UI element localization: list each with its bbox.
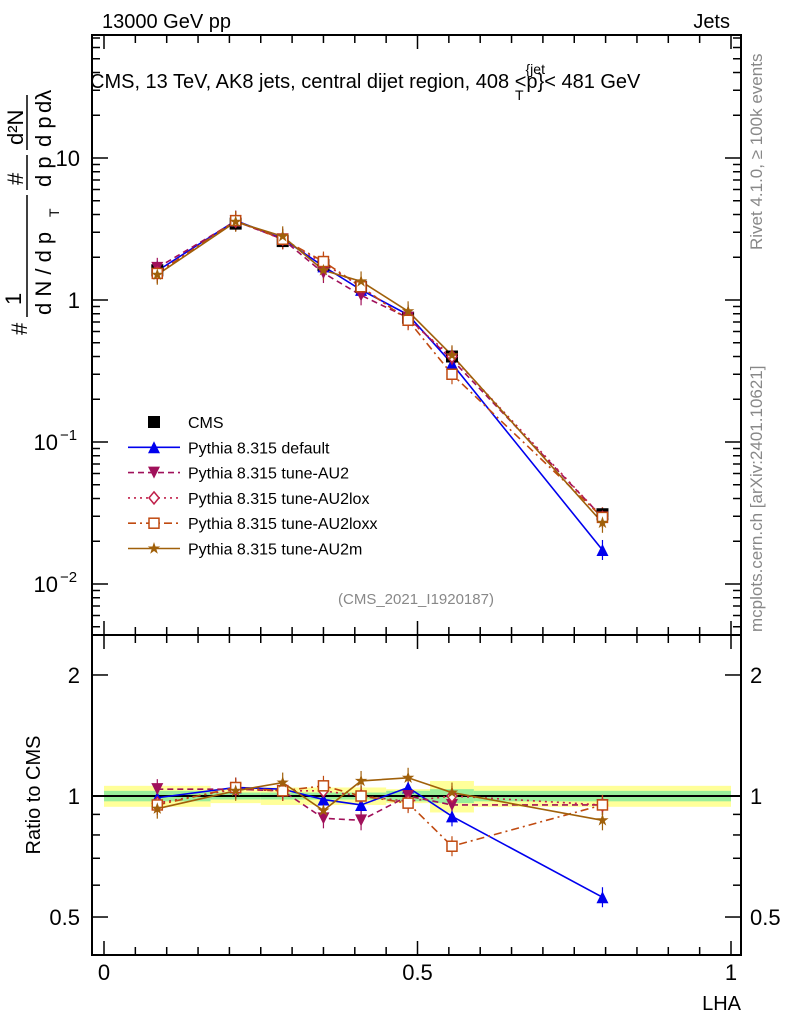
marker-au2-ratio [355, 814, 368, 827]
legend-marker [148, 441, 160, 454]
legend-label: Pythia 8.315 tune-AU2loxx [188, 516, 377, 533]
plot-title: CMS, 13 TeV, AK8 jets, central dijet reg… [90, 61, 641, 103]
x-axis-title: LHA [702, 993, 742, 1015]
header-right: Jets [693, 11, 730, 33]
legend-label: Pythia 8.315 tune-AU2lox [188, 491, 369, 508]
rivet-version-label: Rivet 4.1.0, ≥ 100k events [747, 54, 766, 250]
marker-au2m-main [151, 268, 164, 280]
analysis-id: (CMS_2021_I1920187) [338, 591, 494, 608]
marker-au2m-ratio [317, 804, 330, 816]
marker-au2m-ratio [276, 776, 289, 788]
marker-au2m-main [276, 229, 289, 242]
y-tick-label: 10 [34, 430, 58, 455]
legend-marker [148, 416, 160, 428]
legend-label: Pythia 8.315 tune-AU2 [188, 466, 349, 483]
legend-marker [148, 490, 160, 506]
legend-item: Pythia 8.315 tune-AU2 [128, 466, 349, 483]
ratio-frame [91, 634, 742, 956]
marker-au2m-main [445, 348, 459, 361]
marker-default-ratio [445, 810, 458, 823]
marker-au2m-ratio [151, 802, 164, 814]
y-tick-label: 10 [56, 146, 80, 171]
marker-au2loxx-ratio [276, 785, 289, 797]
marker-au2loxx-ratio [355, 790, 367, 802]
y-tick-label: 10 [34, 572, 58, 597]
legend-marker [147, 542, 161, 554]
legend-item: Pythia 8.315 tune-AU2lox [128, 490, 369, 508]
svg-text:#: # [7, 322, 32, 335]
series-line-au2m-main [156, 220, 604, 524]
legend-marker [148, 466, 160, 479]
y-axis-title: # 1 d N / d p T # d p d²N d p dλ [1, 90, 62, 335]
marker-au2-ratio [445, 798, 458, 811]
marker-default-ratio [596, 891, 609, 904]
svg-text:d p: d p [31, 156, 56, 187]
legend-item: Pythia 8.315 default [128, 440, 330, 457]
series-line-au2lox-ratio [157, 788, 603, 806]
x-tick-label: 1 [725, 960, 737, 985]
marker-au2m-ratio [354, 774, 368, 787]
marker-default-ratio [355, 798, 368, 811]
svg-text:d N / d p: d N / d p [31, 232, 56, 315]
legend-label: Pythia 8.315 default [188, 440, 330, 457]
legend: CMS Pythia 8.315 default Pythia 8.315 tune… [128, 415, 377, 559]
series-line-au2loxx-ratio [157, 785, 603, 848]
marker-au2loxx-ratio [596, 799, 609, 811]
legend-marker [148, 517, 160, 529]
ratio-y-axis-title: Ratio to CMS [23, 736, 45, 855]
marker-au2loxx-ratio [446, 840, 458, 852]
ratio-y-tick-label: 2 [68, 663, 80, 688]
y-tick-exponent: −2 [60, 569, 77, 586]
marker-au2loxx-ratio [402, 797, 414, 809]
axis-ticks [92, 35, 741, 955]
svg-text:d²N: d²N [3, 110, 28, 145]
marker-au2m-main [596, 516, 609, 529]
svg-text:#: # [3, 172, 28, 185]
marker-au2m-ratio [401, 771, 415, 783]
marker-au2m-main [354, 274, 368, 287]
series-line-au2m-ratio [157, 776, 603, 822]
marker-au2m-main [401, 304, 415, 317]
marker-au2-ratio [151, 783, 164, 796]
marker-au2m-ratio [596, 813, 609, 826]
marker-au2loxx-ratio [317, 780, 330, 792]
marker-default-ratio [317, 793, 330, 806]
x-tick-label: 0 [98, 960, 110, 985]
legend-label: Pythia 8.315 tune-AU2m [188, 542, 362, 559]
header-left: 13000 GeV pp [102, 11, 231, 33]
marker-au2loxx-main [402, 314, 414, 327]
mcplots-label: mcplots.cern.ch [arXiv:2401.10621] [747, 366, 766, 632]
svg-text:dλ: dλ [31, 90, 56, 113]
y-tick-exponent: −1 [60, 427, 77, 444]
ratio-y-tick-label: 0.5 [49, 905, 80, 930]
svg-text:T: T [46, 208, 62, 217]
series-line-au2-main [156, 220, 604, 518]
legend-item: Pythia 8.315 tune-AU2m [128, 542, 362, 559]
marker-au2m-main [317, 263, 330, 276]
marker-au2m-main [229, 215, 242, 228]
marker-au2m-ratio [229, 784, 242, 797]
ratio-y-tick-label-right: 0.5 [750, 905, 781, 930]
legend-item: Pythia 8.315 tune-AU2loxx [128, 516, 377, 533]
svg-text:1: 1 [1, 293, 26, 305]
marker-au2m-ratio [445, 786, 459, 798]
ratio-y-tick-label-right: 2 [750, 663, 762, 688]
series-line-au2-ratio [157, 788, 603, 822]
marker-au2loxx-main [446, 368, 458, 380]
marker-au2-ratio [317, 812, 330, 825]
svg-text:d p: d p [31, 116, 56, 147]
series-markers [151, 214, 609, 904]
ratio-y-tick-label: 1 [68, 784, 80, 809]
legend-item: CMS [148, 415, 224, 432]
legend-label: CMS [188, 415, 224, 432]
marker-default-main [596, 543, 609, 556]
y-tick-label: 1 [68, 288, 80, 313]
ratio-y-tick-label-right: 1 [750, 784, 762, 809]
x-tick-label: 0.5 [402, 960, 433, 985]
series-line-default-ratio [157, 786, 603, 898]
